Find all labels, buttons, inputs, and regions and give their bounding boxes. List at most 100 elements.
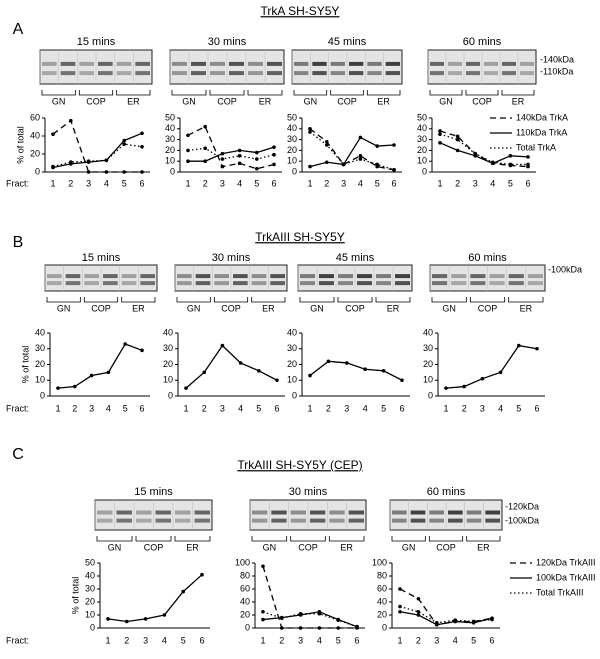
blot-band (448, 71, 462, 76)
blot-band (448, 61, 462, 66)
blot-band (175, 510, 191, 515)
panel-title: TrkA SH-SY5Y (261, 4, 340, 18)
blot-band (103, 274, 118, 279)
x-tick-label: 3 (480, 403, 485, 413)
group-bracket (135, 536, 172, 542)
x-tick-label: 3 (143, 635, 148, 645)
blot-band (319, 274, 334, 279)
group-label: COP (298, 542, 318, 552)
y-tick-label: 0 (245, 622, 250, 632)
blot-band (248, 61, 263, 66)
blot-band (116, 71, 132, 76)
y-tick-label: 20 (35, 359, 45, 369)
series-line (445, 344, 538, 389)
group-bracket (429, 90, 463, 96)
blot-band (195, 274, 211, 279)
data-point (140, 131, 144, 136)
data-point (480, 376, 485, 381)
data-point (237, 161, 242, 166)
data-point (203, 124, 207, 129)
group-label: ER (186, 542, 199, 552)
series-line (399, 588, 493, 626)
x-tick-label: 2 (72, 403, 77, 413)
blot-band (376, 274, 391, 279)
series-line (52, 143, 143, 168)
series-line (309, 136, 395, 168)
blot-band (520, 61, 534, 66)
data-point (416, 613, 421, 617)
data-point (336, 626, 341, 630)
data-point (272, 152, 276, 157)
data-point (517, 343, 521, 348)
blot-band (194, 510, 210, 515)
blot-band (451, 274, 467, 279)
blot-band (214, 281, 229, 286)
series-line (309, 131, 395, 171)
x-tick-label: 1 (185, 178, 190, 188)
blot-band (508, 281, 524, 286)
data-point (56, 386, 60, 390)
blot-band (294, 71, 309, 76)
blot-band (252, 510, 268, 515)
data-point (186, 148, 190, 153)
group-bracket (78, 90, 114, 96)
data-point (261, 617, 265, 622)
group-bracket (176, 297, 211, 303)
y-tick-label: 30 (423, 343, 433, 353)
x-tick-label: 3 (341, 178, 346, 188)
data-point (498, 370, 503, 375)
y-tick-label: 40 (423, 327, 433, 337)
group-bracket (299, 297, 335, 303)
blot-band (357, 281, 372, 286)
series-line (309, 128, 395, 171)
x-tick-label: 5 (256, 403, 261, 413)
group-bracket (330, 90, 364, 96)
data-point (416, 596, 421, 601)
blot-band (429, 510, 444, 515)
y-tick-label: 40 (377, 596, 387, 606)
x-tick-label: 6 (199, 635, 204, 645)
y-tick-label: 0 (168, 390, 173, 400)
blot-band (155, 518, 171, 523)
blot-band (330, 61, 345, 66)
blot-band (194, 518, 210, 523)
data-point (381, 369, 386, 373)
x-tick-label: 2 (279, 635, 284, 645)
data-point (444, 386, 448, 390)
group-label: GN (52, 96, 66, 106)
time-label: 15 mins (82, 252, 121, 264)
data-point (261, 609, 265, 614)
blot-band (385, 61, 400, 66)
data-point (490, 617, 494, 622)
y-tick-label: 20 (287, 145, 297, 155)
blot-band (233, 281, 248, 286)
x-tick-label: 6 (525, 178, 530, 188)
group-bracket (337, 297, 373, 303)
x-tick-label: 5 (122, 178, 127, 188)
data-point (261, 564, 265, 569)
legend-label: Total TrkAIII (536, 587, 584, 597)
group-bracket (121, 297, 156, 303)
group-label: ER (259, 96, 272, 106)
group-bracket (209, 90, 245, 96)
x-tick-label: 3 (434, 635, 439, 645)
x-tick-label: 4 (317, 635, 322, 645)
blot-band (103, 281, 118, 286)
data-point (438, 129, 442, 133)
series-line (439, 133, 528, 166)
blot-band (84, 274, 99, 279)
data-point (220, 164, 225, 169)
blot-band (520, 71, 534, 76)
series-line (187, 147, 275, 160)
group-label: COP (91, 303, 111, 313)
data-point (341, 162, 346, 167)
y-tick-label: 0 (422, 166, 427, 176)
group-bracket (46, 297, 81, 303)
blot-band (267, 71, 282, 76)
x-tick-label: 3 (89, 403, 94, 413)
data-point (508, 162, 513, 167)
data-point (203, 159, 207, 163)
data-point (280, 626, 284, 630)
y-tick-label: 40 (417, 123, 427, 133)
data-point (326, 359, 331, 364)
